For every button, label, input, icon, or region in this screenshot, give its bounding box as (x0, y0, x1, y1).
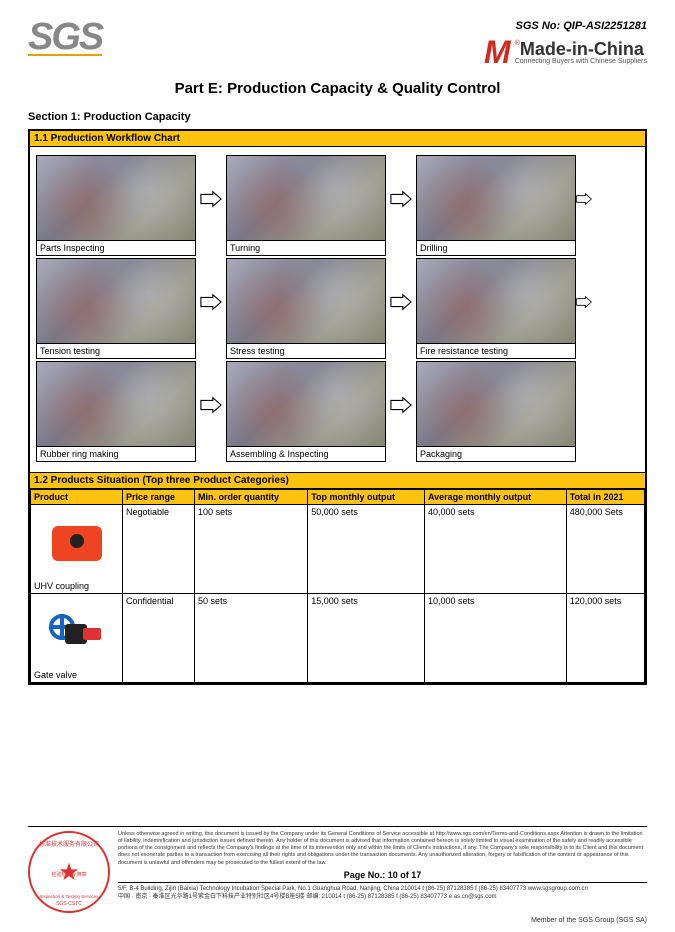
workflow-step: Assembling & Inspecting (226, 361, 386, 462)
arrow-icon (196, 396, 226, 414)
table-header: Price range (123, 490, 195, 505)
table-row: Gate valve Confidential50 sets15,000 sets… (31, 594, 645, 683)
table-cell: Confidential (123, 594, 195, 683)
table-cell: 10,000 sets (425, 594, 567, 683)
workflow-step: Rubber ring making (36, 361, 196, 462)
workflow-label: Drilling (417, 241, 575, 255)
part-title: Part E: Production Capacity & Quality Co… (28, 80, 647, 97)
workflow-label: Tension testing (37, 344, 195, 358)
sgs-number: SGS No: QIP-ASI2251281 (484, 20, 647, 32)
page-footer: 标准技术服务有限公司 ★ 检验检测专用章 Inspection & Testin… (28, 826, 647, 924)
products-table: ProductPrice rangeMin. order quantityTop… (30, 489, 645, 683)
address-line-2: 中国 · 南京 · 秦淮区光华路1号紫金白下科技产业特别社区4号楼B座5楼 邮编… (118, 894, 647, 902)
workflow-step: Packaging (416, 361, 576, 462)
member-text: Member of the SGS Group (SGS SA) (28, 917, 647, 924)
workflow-label: Stress testing (227, 344, 385, 358)
workflow-step: Fire resistance testing (416, 258, 576, 359)
workflow-photo (417, 259, 575, 344)
product-name: Gate valve (34, 668, 119, 680)
header: SGS SGS No: QIP-ASI2251281 M ® Made-in-C… (28, 20, 647, 68)
workflow-photo (227, 156, 385, 241)
table-cell: 40,000 sets (425, 505, 567, 594)
workflow-label: Rubber ring making (37, 447, 195, 461)
table-cell: 480,000 Sets (566, 505, 644, 594)
workflow-step: Drilling (416, 155, 576, 256)
product-name: UHV coupling (34, 579, 119, 591)
page-number: Page No.: 10 of 17 (118, 870, 647, 883)
table-cell: 100 sets (195, 505, 308, 594)
made-in-china-logo: M ® Made-in-China Connecting Buyers with… (484, 36, 647, 68)
valve-icon (47, 612, 107, 652)
product-image (34, 596, 119, 668)
workflow-step: Tension testing (36, 258, 196, 359)
table-row: UHV coupling Negotiable100 sets50,000 set… (31, 505, 645, 594)
coupling-icon (52, 526, 102, 561)
address-line-1: 5/F, B-4 Building, Zijin (Baixia) Techno… (118, 886, 647, 894)
products-header: 1.2 Products Situation (Top three Produc… (30, 472, 645, 489)
workflow-photo (417, 156, 575, 241)
table-cell: 120,000 sets (566, 594, 644, 683)
section-title: Section 1: Production Capacity (28, 111, 647, 123)
workflow-step: Parts Inspecting (36, 155, 196, 256)
workflow-chart: Parts Inspecting Turning Drilling Tension t… (30, 147, 645, 472)
product-image (34, 507, 119, 579)
workflow-label: Fire resistance testing (417, 344, 575, 358)
arrow-icon (576, 296, 592, 308)
workflow-photo (227, 362, 385, 447)
workflow-label: Assembling & Inspecting (227, 447, 385, 461)
arrow-icon (576, 193, 592, 205)
table-header: Top monthly output (308, 490, 425, 505)
workflow-label: Packaging (417, 447, 575, 461)
arrow-icon (196, 190, 226, 208)
arrow-icon (386, 190, 416, 208)
workflow-label: Parts Inspecting (37, 241, 195, 255)
workflow-label: Turning (227, 241, 385, 255)
table-header: Average monthly output (425, 490, 567, 505)
workflow-step: Stress testing (226, 258, 386, 359)
workflow-header: 1.1 Production Workflow Chart (30, 131, 645, 147)
workflow-photo (37, 156, 195, 241)
main-content-table: 1.1 Production Workflow Chart Parts Insp… (28, 129, 647, 685)
sgs-logo: SGS (28, 20, 102, 56)
table-cell: 15,000 sets (308, 594, 425, 683)
table-cell: 50 sets (195, 594, 308, 683)
table-cell: Negotiable (123, 505, 195, 594)
table-cell: 50,000 sets (308, 505, 425, 594)
mic-m-icon: M (484, 36, 511, 68)
workflow-photo (227, 259, 385, 344)
table-header: Total in 2021 (566, 490, 644, 505)
workflow-photo (37, 362, 195, 447)
arrow-icon (196, 293, 226, 311)
table-header: Min. order quantity (195, 490, 308, 505)
workflow-photo (37, 259, 195, 344)
workflow-step: Turning (226, 155, 386, 256)
sgs-stamp-icon: 标准技术服务有限公司 ★ 检验检测专用章 Inspection & Testin… (28, 831, 110, 913)
disclaimer-text: Unless otherwise agreed in writing, this… (118, 831, 647, 867)
arrow-icon (386, 396, 416, 414)
arrow-icon (386, 293, 416, 311)
table-header: Product (31, 490, 123, 505)
workflow-photo (417, 362, 575, 447)
